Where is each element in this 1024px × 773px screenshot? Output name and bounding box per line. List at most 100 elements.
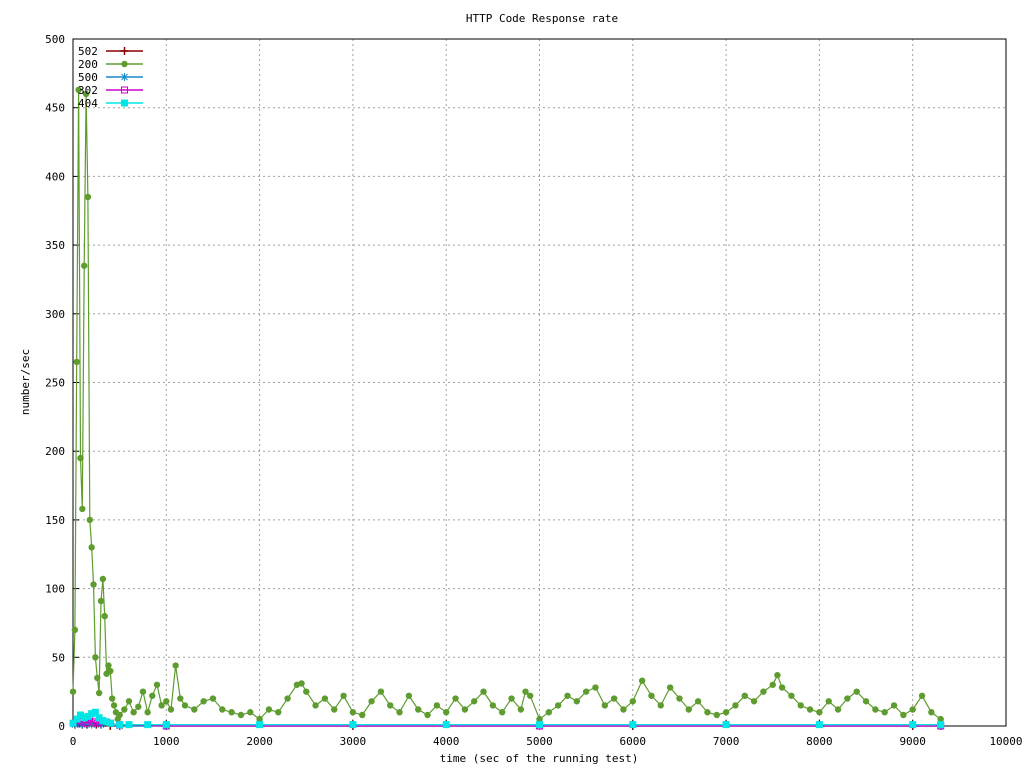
series-404-point (722, 721, 730, 729)
series-302 (71, 715, 945, 730)
series-200-point (610, 695, 618, 702)
series-200-point (101, 612, 108, 620)
x-tick-label: 7000 (713, 735, 740, 748)
series-200-point (135, 703, 142, 710)
legend-marker-200-point (121, 60, 128, 68)
series-200-point (86, 516, 93, 524)
series-404-point (91, 708, 99, 716)
series-200-point (377, 688, 385, 695)
series-200-point (443, 709, 450, 716)
y-tick-label: 200 (45, 445, 65, 458)
series-200-point (200, 698, 207, 705)
series-200-point (554, 702, 562, 709)
series-200-point (620, 706, 627, 713)
y-tick-label: 350 (45, 239, 65, 252)
series-200-point (657, 702, 664, 709)
series-200-point (825, 698, 832, 705)
series-200-point (732, 702, 739, 709)
x-tick-label: 5000 (526, 735, 553, 748)
y-tick-label: 500 (45, 33, 65, 46)
y-tick-label: 400 (45, 170, 65, 183)
series-200-point (750, 698, 758, 705)
series-200-point (592, 684, 599, 691)
series-200-point (88, 544, 95, 551)
series-200-point (340, 692, 347, 699)
series-200-point (722, 709, 730, 716)
series-200-point (80, 262, 88, 269)
x-tick-label: 6000 (620, 735, 647, 748)
series-200-point (71, 626, 79, 634)
series-404-point (69, 719, 77, 727)
series-200-point (108, 695, 116, 702)
series-200-point (396, 709, 403, 716)
y-tick-label: 50 (52, 651, 65, 664)
series-200-point (797, 702, 804, 709)
series-200-point (713, 711, 720, 719)
y-tick-label: 0 (58, 720, 65, 733)
legend-label-200: 200 (78, 58, 98, 71)
series-404-point (937, 721, 945, 729)
series-200-point (107, 667, 114, 675)
series-200-point (94, 674, 101, 682)
series-200-point (909, 706, 916, 713)
series-200-point (265, 706, 273, 713)
series-404-line (72, 711, 941, 726)
series-200-point (415, 706, 422, 713)
series-200-point (806, 706, 814, 713)
series-200-point (144, 709, 151, 716)
series-200-point (99, 575, 107, 583)
series-200-point (853, 688, 860, 695)
series-404-point (73, 715, 81, 723)
series-500-point (82, 719, 91, 728)
y-tick-label: 250 (45, 377, 65, 390)
series-200-line (72, 89, 942, 721)
x-tick-label: 9000 (899, 735, 926, 748)
series-200-point (139, 688, 147, 695)
series-200-point (92, 654, 99, 661)
series-200-point (741, 692, 748, 699)
series-200-point (69, 688, 77, 695)
series-200-point (116, 711, 123, 719)
series-404-point (349, 721, 357, 729)
series-200-point (760, 688, 767, 695)
legend-label-404: 404 (78, 97, 98, 110)
series-200-point (573, 698, 581, 705)
x-tick-label: 8000 (806, 735, 833, 748)
legend-marker-302-point (121, 86, 128, 94)
series-200-point (928, 709, 935, 716)
series-404-point (80, 714, 88, 722)
series-404-point (144, 721, 152, 729)
series-200-point (694, 698, 702, 705)
series-200-point (666, 684, 674, 691)
series-200-point (331, 706, 338, 713)
series-404-point (106, 719, 114, 727)
series-200-point (110, 702, 118, 709)
legend-label-500: 500 (78, 71, 98, 84)
x-axis-label: time (sec of the running test) (440, 752, 639, 765)
series-200-point (778, 684, 786, 691)
series-200-point (321, 695, 329, 702)
series-200-point (834, 706, 842, 713)
series-404-point (99, 717, 107, 725)
series-200-point (284, 695, 291, 702)
series-200-point (774, 671, 781, 679)
series-200-point (685, 706, 692, 713)
series-200-point (84, 193, 92, 201)
chart-title: HTTP Code Response rate (466, 12, 618, 25)
series-200-point (433, 702, 441, 709)
series-200-point (90, 581, 97, 588)
series-200-point (349, 709, 357, 716)
series-200-point (564, 692, 571, 699)
series-200-point (177, 695, 184, 702)
y-tick-label: 100 (45, 583, 65, 596)
series-200 (69, 86, 944, 723)
series-200-point (881, 709, 888, 716)
series-200-point (125, 698, 133, 705)
series-404-point (84, 712, 92, 720)
series-200-point (75, 86, 82, 94)
series-200-point (303, 688, 310, 695)
series-404-point (815, 721, 823, 729)
series-200-point (149, 692, 156, 699)
